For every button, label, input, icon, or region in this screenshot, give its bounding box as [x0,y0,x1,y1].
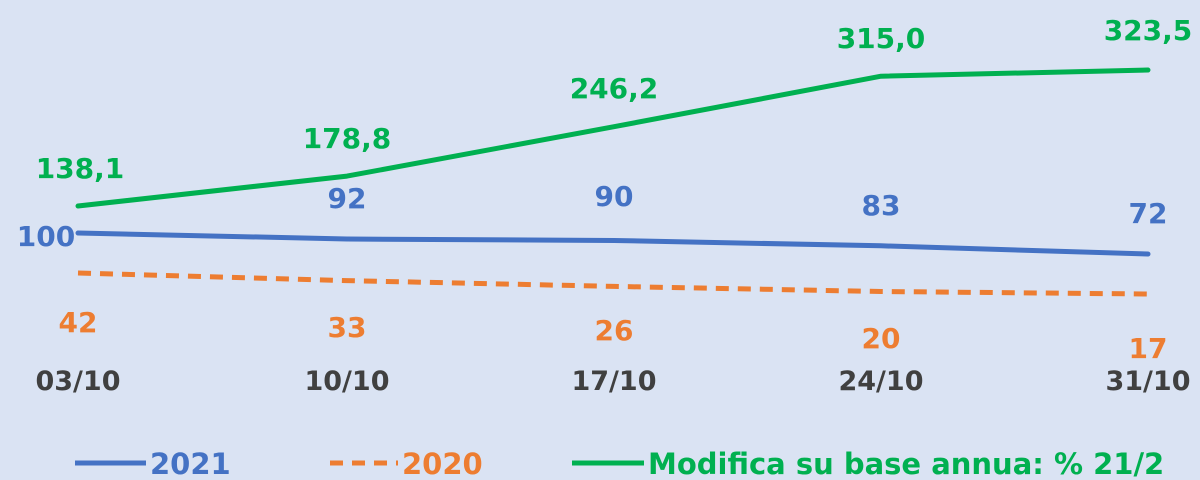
data-label-1-1: 33 [328,311,367,344]
series-line-0 [75,230,1151,257]
data-label-0-1: 92 [328,182,367,215]
x-tick-label: 10/10 [304,366,389,397]
data-label-1-4: 17 [1129,332,1168,365]
data-label-1-0: 42 [59,306,98,339]
x-tick-label: 17/10 [571,366,656,397]
data-label-0-3: 83 [862,189,901,222]
legend-label-1: 2020 [402,447,483,480]
series-line-1 [77,270,1149,297]
data-label-2-1: 178,8 [303,122,392,155]
x-tick-label: 24/10 [838,366,923,397]
data-label-0-0: 100 [17,220,75,253]
series-line-2 [75,67,1151,209]
x-tick-label: 31/10 [1105,366,1190,397]
data-label-2-2: 246,2 [570,72,659,105]
legend-label-0: 2021 [150,447,231,480]
data-label-2-0: 138,1 [36,152,125,185]
data-label-0-2: 90 [595,180,634,213]
legend-label-2: Modifica su base annua: % 21/2 [648,447,1164,480]
data-label-1-3: 20 [862,322,901,355]
x-tick-label: 03/10 [35,366,120,397]
data-label-2-4: 323,5 [1104,14,1193,47]
data-label-0-4: 72 [1129,197,1168,230]
data-label-1-2: 26 [595,314,634,347]
data-label-2-3: 315,0 [837,22,926,55]
